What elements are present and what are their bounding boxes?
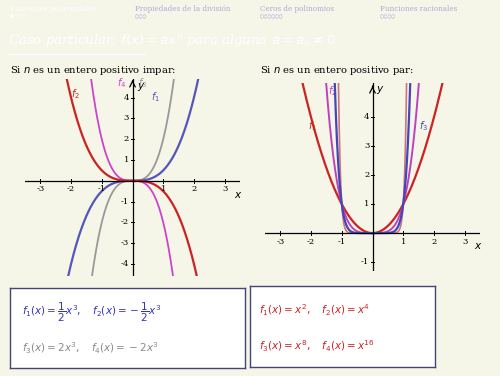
- Text: $x$: $x$: [474, 241, 482, 251]
- Text: -1: -1: [121, 197, 129, 206]
- Text: $f_1$: $f_1$: [308, 119, 317, 133]
- Text: -2: -2: [67, 185, 75, 193]
- Text: -4: -4: [121, 260, 129, 268]
- Text: 3: 3: [124, 114, 129, 123]
- Text: $y$: $y$: [137, 80, 145, 92]
- Text: Funciones racionales: Funciones racionales: [380, 5, 457, 14]
- Text: 3: 3: [364, 143, 370, 150]
- Text: ○○○○○○: ○○○○○○: [260, 14, 282, 19]
- Text: -3: -3: [121, 239, 129, 247]
- Text: ○○○○: ○○○○: [380, 14, 395, 19]
- Text: 1: 1: [160, 185, 166, 193]
- Text: -3: -3: [36, 185, 44, 193]
- Text: 2: 2: [192, 185, 196, 193]
- Text: Propiedades de la división: Propiedades de la división: [135, 5, 230, 14]
- Text: 3: 3: [462, 238, 468, 246]
- Text: 2: 2: [432, 238, 436, 246]
- Text: Funciones polinomiales: Funciones polinomiales: [10, 5, 96, 14]
- Text: 1: 1: [124, 156, 129, 164]
- Text: $f_2$: $f_2$: [328, 84, 337, 98]
- Text: $f_1(x) = \dfrac{1}{2}x^3, \quad f_2(x) = -\dfrac{1}{2}x^3$: $f_1(x) = \dfrac{1}{2}x^3, \quad f_2(x) …: [22, 300, 161, 323]
- Text: -1: -1: [338, 238, 346, 246]
- Text: $f_2$: $f_2$: [71, 88, 80, 102]
- Text: -2: -2: [121, 218, 129, 226]
- Text: $x$: $x$: [234, 190, 242, 200]
- Text: -1: -1: [361, 258, 370, 266]
- Text: 2: 2: [124, 135, 129, 143]
- Text: ●○○○: ●○○○: [10, 14, 25, 19]
- Text: -3: -3: [276, 238, 284, 246]
- Text: Caso particular: $f(x) = ax^n$ para alguna $a = a_n \neq 0.$: Caso particular: $f(x) = ax^n$ para algu…: [8, 32, 339, 49]
- Text: 1: 1: [364, 200, 370, 208]
- Text: $f_1$: $f_1$: [151, 90, 160, 103]
- Text: 2: 2: [364, 171, 370, 179]
- Text: 4: 4: [124, 94, 129, 102]
- Text: $f_3$: $f_3$: [138, 76, 147, 90]
- Text: Si $n$ es un entero positivo impar:: Si $n$ es un entero positivo impar:: [10, 64, 176, 77]
- Text: $f_3(x) = x^8, \quad f_4(x) = x^{16}$: $f_3(x) = x^8, \quad f_4(x) = x^{16}$: [259, 339, 374, 354]
- Text: $f_1(x) = x^2, \quad f_2(x) = x^4$: $f_1(x) = x^2, \quad f_2(x) = x^4$: [259, 302, 370, 318]
- Text: 4: 4: [364, 114, 370, 121]
- Text: -1: -1: [98, 185, 106, 193]
- Text: 1: 1: [400, 238, 406, 246]
- Text: $f_4$: $f_4$: [116, 76, 126, 90]
- Text: Si $n$ es un entero positivo par:: Si $n$ es un entero positivo par:: [260, 64, 414, 77]
- Text: Ceros de polinomios: Ceros de polinomios: [260, 5, 334, 14]
- Text: $f_3(x) = 2x^3, \quad f_4(x) = -2x^3$: $f_3(x) = 2x^3, \quad f_4(x) = -2x^3$: [22, 341, 158, 356]
- Text: $y$: $y$: [376, 84, 384, 96]
- Text: 3: 3: [222, 185, 228, 193]
- Text: $f_3$: $f_3$: [418, 119, 428, 133]
- Text: -2: -2: [307, 238, 315, 246]
- Text: ○○○: ○○○: [135, 14, 146, 19]
